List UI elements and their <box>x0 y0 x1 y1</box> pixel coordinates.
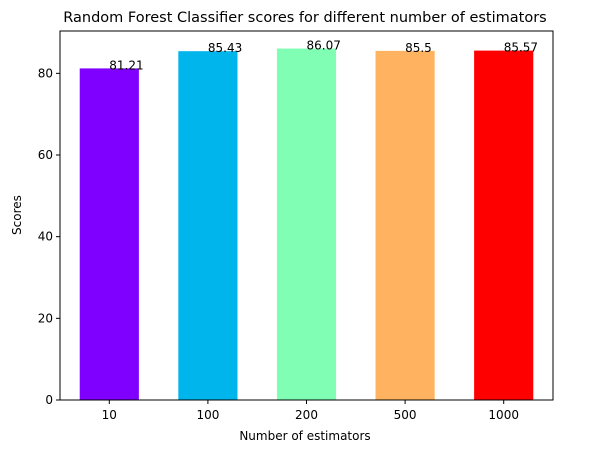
y-tick-label-40: 40 <box>38 230 53 244</box>
bar-500 <box>375 50 435 400</box>
plot-area-frame <box>59 30 554 401</box>
x-tick-label-1000: 1000 <box>488 408 519 422</box>
y-tick-label-80: 80 <box>38 66 53 80</box>
data-label-1000: 85.57 <box>504 41 538 55</box>
x-tick-label-10: 10 <box>102 408 117 422</box>
x-axis-label: Number of estimators <box>239 429 370 443</box>
x-tick-label-100: 100 <box>196 408 219 422</box>
x-tick-label-200: 200 <box>295 408 318 422</box>
data-label-500: 85.5 <box>405 41 432 55</box>
y-tick-label-20: 20 <box>38 311 53 325</box>
y-tick-label-0: 0 <box>45 393 53 407</box>
bar-200 <box>276 48 337 400</box>
bar-1000 <box>474 50 534 400</box>
data-label-10: 81.21 <box>109 58 143 72</box>
x-tick-label-500: 500 <box>394 408 417 422</box>
bar-100 <box>178 51 238 400</box>
ticks-layer: 10 100 200 500 1000 0 20 40 60 80 <box>38 66 519 422</box>
chart-title: Random Forest Classifier scores for diff… <box>63 10 546 26</box>
bars-layer: 81.21 85.43 86.07 85.5 85.57 <box>79 39 538 401</box>
bar-10 <box>79 68 139 401</box>
y-axis-label: Scores <box>10 195 24 235</box>
data-label-100: 85.43 <box>208 41 242 55</box>
y-tick-label-60: 60 <box>38 148 53 162</box>
data-label-200: 86.07 <box>307 39 341 53</box>
